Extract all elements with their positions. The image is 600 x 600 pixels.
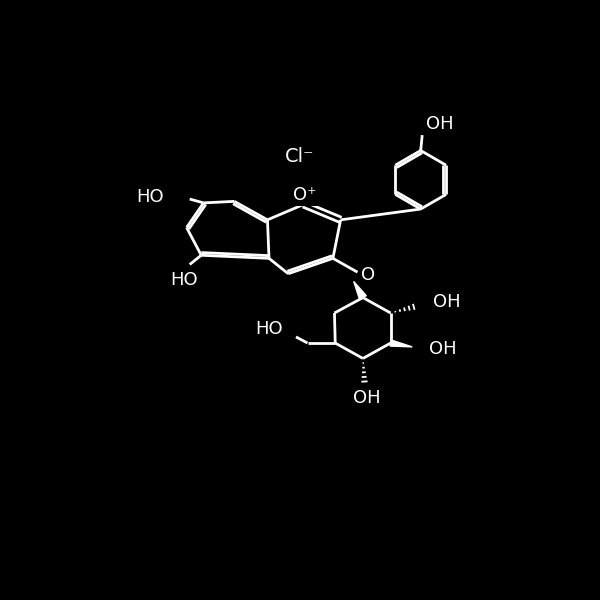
Polygon shape: [354, 281, 366, 299]
Text: O⁺: O⁺: [293, 186, 317, 204]
Text: OH: OH: [433, 293, 461, 311]
Text: OH: OH: [426, 115, 454, 133]
Text: OH: OH: [353, 389, 380, 407]
Polygon shape: [390, 340, 412, 347]
Text: Cl⁻: Cl⁻: [285, 147, 314, 166]
Text: OH: OH: [429, 340, 457, 358]
Text: O: O: [361, 266, 376, 284]
Text: HO: HO: [170, 271, 198, 289]
Text: HO: HO: [255, 320, 283, 338]
Text: HO: HO: [136, 188, 164, 206]
